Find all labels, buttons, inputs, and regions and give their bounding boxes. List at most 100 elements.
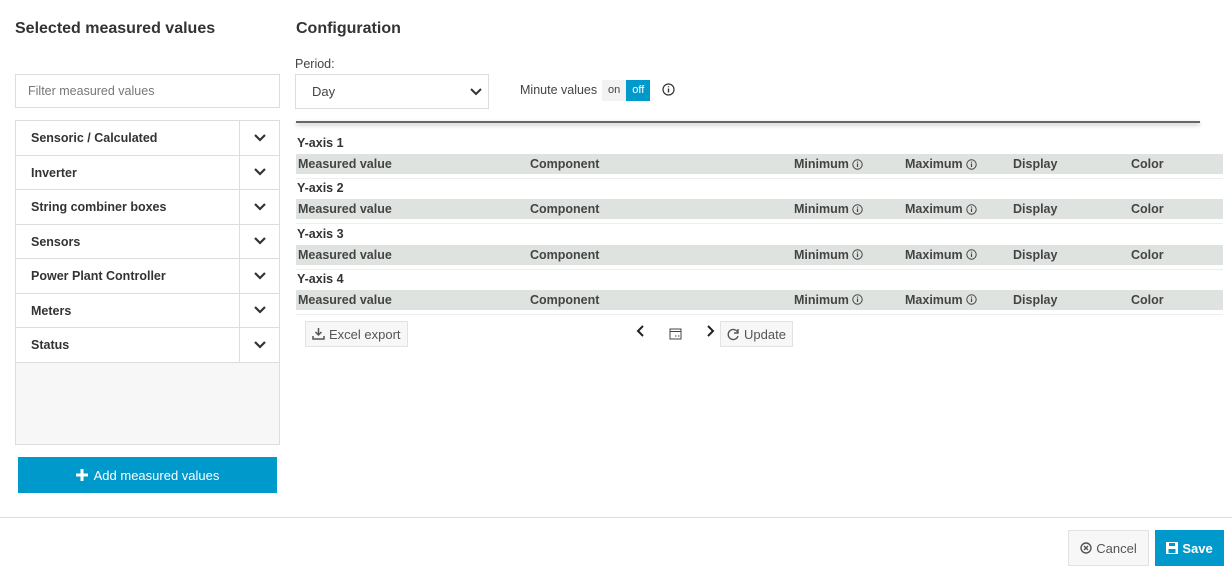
separator [296, 121, 1200, 123]
cancel-button[interactable]: Cancel [1068, 530, 1149, 566]
y-axis-label: Y-axis 4 [297, 271, 344, 286]
filter-input[interactable] [15, 74, 280, 108]
minimum-label: Minimum [794, 157, 849, 171]
excel-label: Excel export [329, 326, 401, 342]
chevron-down-icon [253, 202, 266, 211]
col-measured: Measured value [298, 157, 392, 171]
col-color: Color [1131, 202, 1164, 217]
category-item[interactable]: Power Plant Controller [16, 259, 279, 294]
col-component: Component [530, 292, 600, 307]
chevron-down-icon [253, 340, 266, 349]
calendar-icon[interactable] [669, 327, 682, 340]
minute-values-toggle[interactable]: on off [602, 80, 651, 101]
row-divider [296, 178, 1223, 179]
col-maximum: Maximum [905, 293, 977, 307]
maximum-label: Maximum [905, 247, 963, 262]
minimum-label: Minimum [794, 247, 849, 262]
category-label: Inverter [31, 165, 77, 180]
maximum-label: Maximum [905, 202, 963, 217]
row-divider [296, 268, 1223, 270]
save-label: Save [1182, 540, 1213, 556]
period-value: Day [312, 84, 336, 99]
info-icon[interactable] [852, 158, 863, 170]
info-icon[interactable] [852, 249, 863, 260]
category-item[interactable]: Status [16, 328, 279, 363]
download-icon [312, 328, 325, 340]
add-measured-values-button[interactable]: Add measured values [18, 457, 277, 493]
maximum-label: Maximum [905, 292, 963, 307]
category-label: String combiner boxes [31, 200, 167, 214]
refresh-icon [727, 328, 739, 340]
category-label: Status [31, 338, 70, 352]
y-axis-table-header: Measured value Component Minimum Maximum… [296, 154, 1223, 174]
expand-toggle[interactable] [239, 328, 279, 362]
info-icon[interactable] [965, 204, 977, 215]
info-icon[interactable] [852, 204, 863, 215]
info-icon[interactable] [965, 249, 977, 260]
col-minimum: Minimum [794, 202, 863, 216]
category-label: Power Plant Controller [31, 269, 166, 283]
save-icon [1166, 542, 1179, 554]
plus-icon [75, 469, 88, 481]
chevron-down-icon [253, 133, 266, 142]
category-accordion: Sensoric / Calculated Inverter String comb… [15, 120, 280, 445]
info-icon[interactable] [965, 294, 977, 306]
col-display: Display [1013, 247, 1058, 262]
expand-toggle[interactable] [239, 224, 279, 258]
configuration-title: Configuration [296, 20, 401, 37]
chevron-down-icon [253, 168, 266, 176]
toggle-on[interactable]: on [602, 80, 627, 101]
category-item[interactable]: Sensoric / Calculated [16, 121, 279, 156]
col-display: Display [1013, 202, 1058, 217]
col-display: Display [1013, 157, 1058, 171]
y-axis-table-header: Measured value Component Minimum Maximum… [296, 244, 1223, 265]
col-minimum: Minimum [794, 248, 863, 262]
expand-toggle[interactable] [239, 121, 279, 155]
update-button[interactable]: Update [720, 321, 793, 347]
category-item[interactable]: Sensors [16, 224, 279, 259]
col-component: Component [530, 202, 600, 217]
save-button[interactable]: Save [1155, 530, 1224, 566]
minute-values-label: Minute values [520, 83, 598, 97]
category-label: Sensors [31, 234, 81, 249]
info-icon[interactable] [662, 83, 675, 96]
category-item[interactable]: Meters [16, 293, 279, 328]
chevron-down-icon [253, 237, 266, 245]
chevron-left-icon[interactable] [636, 325, 646, 337]
col-maximum: Maximum [905, 157, 977, 171]
toggle-off[interactable]: off [626, 80, 651, 101]
col-color: Color [1131, 247, 1164, 262]
chevron-right-icon[interactable] [705, 325, 715, 337]
col-maximum: Maximum [905, 202, 977, 216]
footer-divider [0, 517, 1232, 518]
y-axis-table-header: Measured value Component Minimum Maximum… [296, 199, 1223, 220]
expand-toggle[interactable] [239, 259, 279, 293]
chevron-down-icon [253, 271, 266, 280]
col-measured: Measured value [298, 247, 392, 262]
category-label: Meters [31, 303, 72, 318]
col-display: Display [1013, 292, 1058, 307]
excel-export-button[interactable]: Excel export [305, 321, 408, 347]
col-measured: Measured value [298, 292, 392, 307]
category-label: Sensoric / Calculated [31, 131, 158, 145]
category-item[interactable]: Inverter [16, 155, 279, 190]
row-divider [296, 223, 1223, 225]
y-axis-label: Y-axis 1 [297, 136, 344, 150]
expand-toggle[interactable] [239, 293, 279, 327]
category-item[interactable]: String combiner boxes [16, 190, 279, 225]
y-axis-label: Y-axis 2 [297, 181, 344, 196]
col-color: Color [1131, 157, 1164, 171]
update-label: Update [744, 326, 786, 342]
period-label: Period: [295, 57, 335, 71]
chevron-down-icon [470, 87, 482, 95]
info-icon[interactable] [852, 294, 863, 306]
row-divider [296, 313, 1223, 315]
info-icon[interactable] [965, 158, 977, 170]
chevron-down-icon [253, 306, 266, 314]
period-select[interactable]: Day [295, 74, 489, 109]
expand-toggle[interactable] [239, 155, 279, 189]
expand-toggle[interactable] [239, 190, 279, 224]
col-minimum: Minimum [794, 293, 863, 307]
col-component: Component [530, 157, 600, 171]
y-axis-table-header: Measured value Component Minimum Maximum… [296, 289, 1223, 310]
